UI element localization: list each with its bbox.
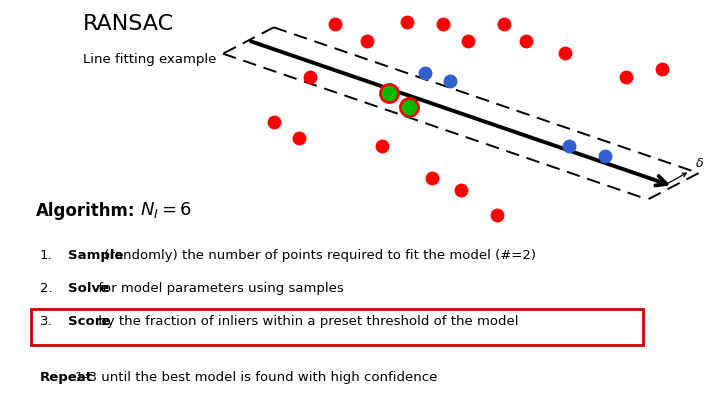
Text: Solve: Solve xyxy=(68,282,109,295)
Text: $N_I = 6$: $N_I = 6$ xyxy=(140,200,192,220)
Text: $\delta$: $\delta$ xyxy=(695,157,704,170)
Text: Score: Score xyxy=(68,315,111,328)
Text: RANSAC: RANSAC xyxy=(83,14,174,34)
Text: 1.: 1. xyxy=(40,249,53,262)
Text: Repeat: Repeat xyxy=(40,371,93,384)
Text: Algorithm:: Algorithm: xyxy=(36,202,135,220)
Text: by the fraction of inliers within a preset threshold of the model: by the fraction of inliers within a pres… xyxy=(94,315,519,328)
Text: Sample: Sample xyxy=(68,249,124,262)
Text: Line fitting example: Line fitting example xyxy=(83,53,216,66)
Text: 1-3 until the best model is found with high confidence: 1-3 until the best model is found with h… xyxy=(71,371,437,384)
Text: (randomly) the number of points required to fit the model (#=2): (randomly) the number of points required… xyxy=(99,249,536,262)
Text: for model parameters using samples: for model parameters using samples xyxy=(94,282,344,295)
Text: 2.: 2. xyxy=(40,282,53,295)
Text: 3.: 3. xyxy=(40,315,53,328)
